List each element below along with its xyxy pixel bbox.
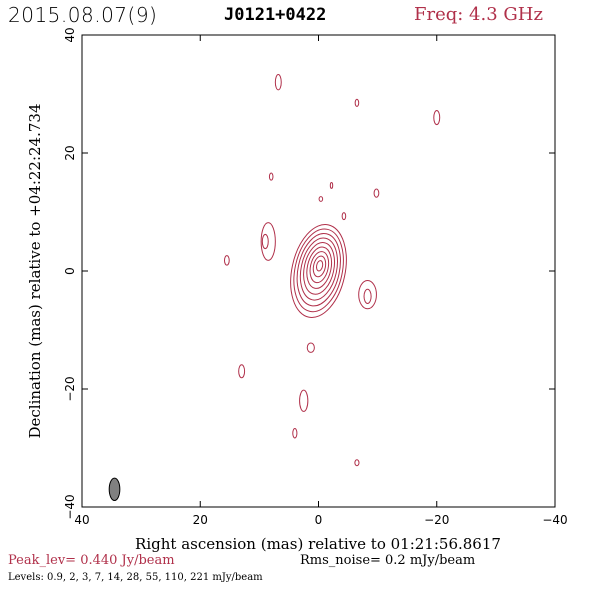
- blob-7: [318, 196, 324, 202]
- y-tick-label: 0: [63, 267, 77, 275]
- beam-ellipse: [108, 477, 121, 502]
- core-contour: [316, 260, 324, 272]
- core-contour: [290, 224, 347, 318]
- blob-18: [354, 459, 360, 467]
- x-axis-label: Right ascension (mas) relative to 01:21:…: [135, 535, 501, 553]
- blob-14: [306, 342, 315, 353]
- axis-ticks: [81, 34, 556, 508]
- blob-4: [268, 172, 274, 181]
- contour-levels: Levels: 0.9, 2, 3, 7, 14, 28, 55, 110, 2…: [8, 572, 263, 583]
- blob-12: [358, 279, 377, 310]
- y-tick-label: 40: [63, 27, 77, 42]
- x-tick-label: 20: [193, 513, 208, 527]
- core-contour: [303, 242, 336, 295]
- y-axis-label: Declination (mas) relative to +04:22:24.…: [26, 103, 44, 438]
- y-tick-label: 20: [63, 145, 77, 160]
- y-tick-label: −20: [63, 376, 77, 401]
- blob-9: [260, 222, 276, 261]
- blob-11: [223, 255, 230, 266]
- x-tick-label: 0: [315, 513, 323, 527]
- core-contour: [296, 233, 341, 307]
- blob-8: [341, 212, 347, 221]
- blob-15: [238, 364, 246, 379]
- source-name: J0121+0422: [224, 5, 327, 25]
- blob-6: [373, 188, 380, 198]
- core-contour: [312, 255, 327, 278]
- y-tick-label: −40: [63, 494, 77, 519]
- core-contour: [299, 237, 338, 301]
- x-tick-label: −20: [424, 513, 449, 527]
- rms-noise: Rms_noise= 0.2 mJy/beam: [300, 553, 476, 568]
- blob-1: [274, 74, 282, 91]
- blob-16: [299, 389, 309, 412]
- observation-date: 2015.08.07(9): [8, 3, 158, 27]
- frequency-label: Freq: 4.3 GHz: [414, 4, 543, 25]
- core-contour: [306, 246, 333, 289]
- blob-17: [292, 428, 298, 439]
- blob-2: [354, 98, 360, 107]
- x-tick-label: 40: [74, 513, 89, 527]
- blob-3: [433, 110, 441, 126]
- blob-5: [329, 182, 334, 189]
- contour-layer: [223, 74, 441, 467]
- blob-13: [363, 288, 372, 304]
- peak-level: Peak_lev= 0.440 Jy/beam: [8, 553, 175, 568]
- blob-10: [261, 233, 269, 250]
- tick-labels: 40 20 0 −20 −40 −40 −20 0 20 40: [63, 27, 568, 527]
- x-tick-label: −40: [542, 513, 567, 527]
- core-contour: [293, 228, 344, 313]
- core-contour: [309, 251, 330, 284]
